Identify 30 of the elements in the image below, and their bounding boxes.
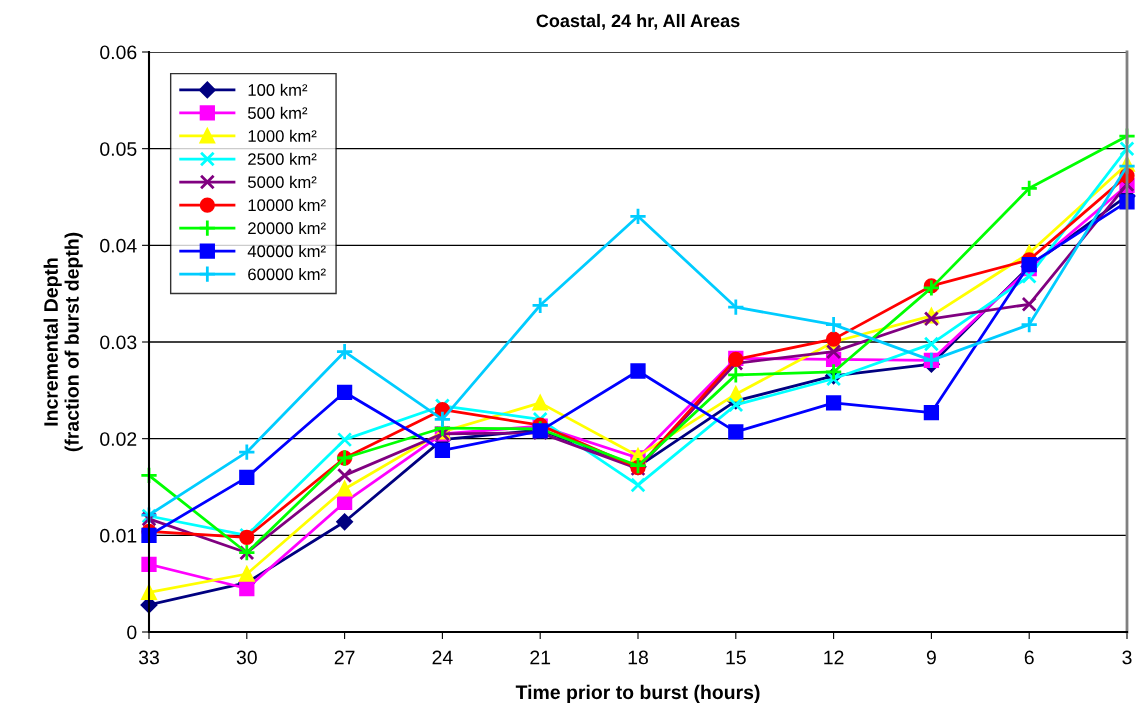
legend-label: 5000 km² — [248, 175, 317, 189]
legend-label: 1000 km² — [248, 129, 317, 142]
x-tick-label: 9 — [926, 650, 936, 665]
y-tick-label: 0.04 — [100, 238, 137, 253]
y-tick-label: 0.01 — [100, 528, 137, 543]
y-tick-label: 0.02 — [100, 432, 137, 446]
x-tick-label: 3 — [1122, 650, 1132, 665]
legend-label: 500 km² — [248, 106, 308, 119]
x-tick-label: 33 — [138, 650, 159, 665]
x-tick-label: 30 — [236, 650, 257, 665]
x-tick-label: 18 — [628, 650, 648, 665]
y-tick-label: 0 — [127, 625, 137, 640]
legend-label: 2500 km² — [248, 152, 317, 166]
x-tick-label: 24 — [432, 650, 453, 665]
legend-label: 20000 km² — [248, 221, 326, 235]
legend-label: 60000 km² — [248, 267, 326, 281]
y-tick-label: 0.03 — [100, 335, 137, 350]
legend-label: 100 km² — [248, 83, 308, 96]
y-axis-title: Incremental Depth (fraction of burst depth) — [43, 232, 83, 452]
chart-title: Coastal, 24 hr, All Areas — [536, 13, 740, 30]
x-tick-label: 21 — [530, 650, 551, 665]
x-tick-label: 27 — [334, 650, 355, 665]
x-tick-label: 12 — [824, 650, 844, 665]
x-tick-label: 15 — [726, 650, 746, 665]
y-tick-label: 0.05 — [100, 142, 137, 156]
legend-label: 10000 km² — [248, 198, 326, 212]
x-tick-label: 6 — [1024, 650, 1034, 665]
y-tick-label: 0.06 — [100, 45, 137, 60]
legend-label: 40000 km² — [247, 244, 326, 258]
x-axis-title: Time prior to burst (hours) — [515, 684, 760, 703]
